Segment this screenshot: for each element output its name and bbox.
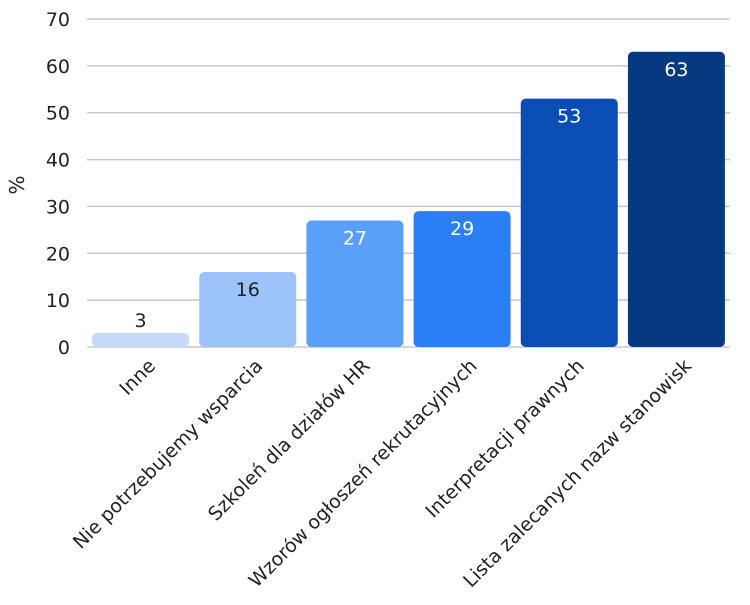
y-tick-label: 20: [46, 243, 70, 265]
data-labels: 3 16 27 29 53 63: [135, 59, 689, 332]
data-label: 3: [135, 310, 147, 332]
bar: [92, 332, 190, 347]
y-tick-label: 0: [58, 337, 70, 359]
bar: [627, 51, 725, 348]
category-label: Inne: [115, 355, 160, 400]
gridlines: [87, 18, 730, 348]
bar: [520, 98, 618, 348]
data-label: 27: [343, 227, 367, 249]
y-tick-label: 60: [46, 56, 70, 78]
y-tick-label: 50: [46, 103, 70, 125]
category-label: Lista zalecanych nazw stanowisk: [459, 355, 696, 592]
category-label: Wzorów ogłoszeń rekrutacyjnych: [245, 355, 482, 592]
category-label: Nie potrzebujemy wsparcia: [69, 355, 267, 553]
bar: [306, 220, 404, 347]
y-axis-label: %: [5, 175, 29, 194]
bar: [413, 211, 511, 347]
y-axis-ticks: 0 10 20 30 40 50 60 70: [46, 9, 70, 359]
data-label: 16: [236, 279, 260, 301]
y-tick-label: 10: [46, 290, 70, 312]
data-label: 29: [450, 218, 474, 240]
bars: [92, 51, 725, 348]
bar: [199, 272, 297, 347]
y-tick-label: 40: [46, 150, 70, 172]
data-label: 63: [664, 59, 688, 81]
y-tick-label: 70: [46, 9, 70, 31]
y-tick-label: 30: [46, 196, 70, 218]
data-label: 53: [557, 106, 581, 128]
